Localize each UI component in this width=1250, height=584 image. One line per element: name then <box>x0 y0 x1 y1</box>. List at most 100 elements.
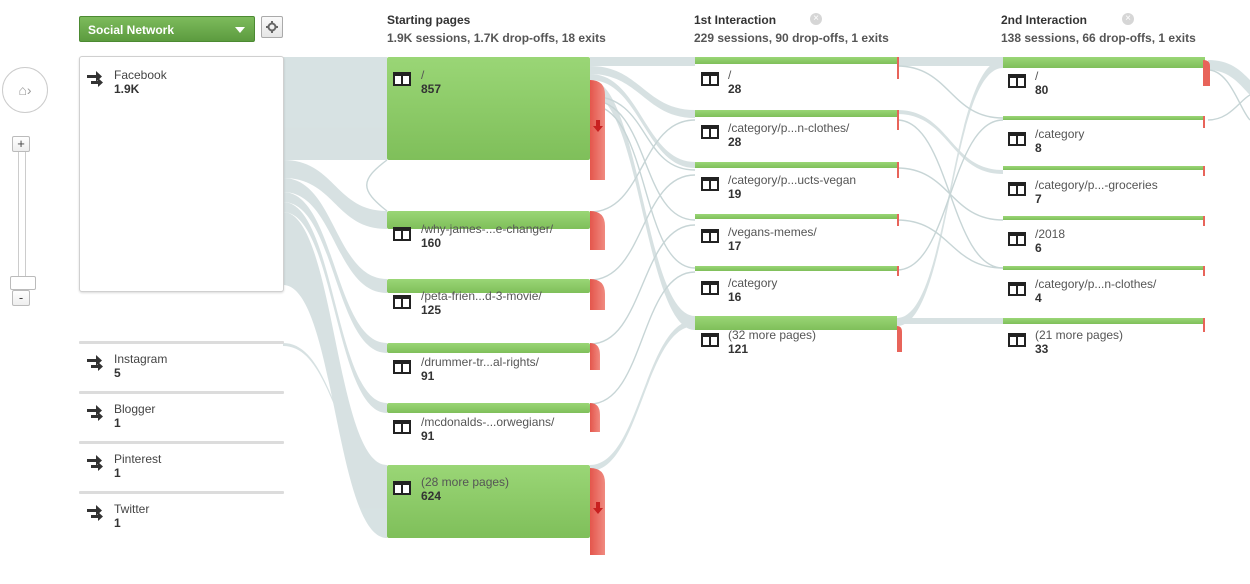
source-label[interactable]: Twitter <box>114 502 150 516</box>
page-count: 4 <box>1035 291 1042 305</box>
flow-ribbon <box>283 160 387 229</box>
page-label: (28 more pages) <box>421 475 510 489</box>
flow-ribbon <box>283 343 387 468</box>
flow-thread <box>896 65 1004 119</box>
first-node-5[interactable] <box>701 281 719 300</box>
dropoff-bar <box>590 403 600 432</box>
page-layout-icon <box>393 295 411 309</box>
source-bar <box>79 391 284 394</box>
start-node-bar <box>387 57 590 160</box>
page-layout-icon <box>1008 282 1026 296</box>
page-layout-icon <box>1008 232 1026 246</box>
interaction-node-bar <box>1003 266 1205 270</box>
zoom-slider-track[interactable] <box>18 150 26 282</box>
page-label: /category/p...n-clothes/ <box>728 121 850 135</box>
page-layout-icon <box>701 333 719 347</box>
dimension-dropdown[interactable]: Social Network <box>79 16 255 42</box>
first-node-2[interactable] <box>701 125 719 144</box>
source-count: 1.9K <box>114 82 140 96</box>
home-button[interactable]: ⌂› <box>2 67 48 113</box>
page-layout-icon <box>701 125 719 139</box>
flow-ribbon <box>1208 60 1250 95</box>
start-node-bar <box>387 211 590 229</box>
remove-column-icon[interactable]: × <box>810 13 822 25</box>
interaction-node-bar <box>1003 318 1205 324</box>
zoom-in-button[interactable]: + <box>12 136 30 152</box>
flow-ribbon <box>590 320 695 471</box>
second-node-5[interactable] <box>1008 282 1026 301</box>
start-node-3[interactable] <box>393 295 411 314</box>
column-title-first-interaction: 1st Interaction <box>694 13 777 27</box>
interaction-node-bar <box>1003 57 1205 68</box>
second-node-6[interactable] <box>1008 333 1026 352</box>
page-count: 17 <box>728 239 742 253</box>
page-count: 857 <box>421 82 442 96</box>
page-count: 33 <box>1035 342 1049 356</box>
page-label: (32 more pages) <box>728 328 817 342</box>
page-label: /category/p...-groceries <box>1035 178 1158 192</box>
source-bar <box>79 491 284 494</box>
arrows-icon <box>87 405 103 421</box>
second-node-2[interactable] <box>1008 132 1026 151</box>
flow-thread <box>589 95 696 171</box>
interaction-node-bar <box>695 162 897 168</box>
source-label[interactable]: Blogger <box>114 402 156 416</box>
source-count: 1 <box>114 416 121 430</box>
page-count: 16 <box>728 290 742 304</box>
start-node-4[interactable] <box>393 360 411 379</box>
flow-ribbon <box>897 110 1003 174</box>
flow-thread <box>589 271 696 405</box>
flow-ribbon <box>897 318 1003 324</box>
flow-ribbon <box>283 178 387 293</box>
settings-button[interactable] <box>261 16 283 38</box>
source-label[interactable]: Instagram <box>114 352 168 366</box>
start-node-1[interactable] <box>393 72 411 91</box>
start-node-bar <box>387 279 590 293</box>
page-label: /category/p...ucts-vegan <box>728 173 857 187</box>
column-subtitle-second-interaction: 138 sessions, 66 drop-offs, 1 exits <box>1001 31 1196 45</box>
flow-ribbon <box>283 212 387 538</box>
page-count: 8 <box>1035 141 1042 155</box>
page-label: /vegans-memes/ <box>728 225 817 239</box>
interaction-node-bar <box>695 110 897 117</box>
page-label: / <box>728 68 732 82</box>
page-label: /2018 <box>1035 227 1066 241</box>
interaction-node-bar <box>695 316 897 330</box>
flow-thread <box>589 104 696 269</box>
source-count: 1 <box>114 466 121 480</box>
source-node-facebook[interactable] <box>79 56 284 292</box>
flow-thread <box>896 119 1004 269</box>
dropoff-bar <box>590 279 605 310</box>
zoom-out-button[interactable]: - <box>12 290 30 306</box>
start-node-2[interactable] <box>393 227 411 246</box>
first-node-6[interactable] <box>701 333 719 352</box>
start-node-6[interactable] <box>393 481 411 500</box>
page-layout-icon <box>1008 132 1026 146</box>
page-count: 80 <box>1035 83 1049 97</box>
source-bar <box>79 441 284 444</box>
start-node-5[interactable] <box>393 420 411 439</box>
zoom-slider-handle[interactable] <box>10 276 36 290</box>
page-layout-icon <box>701 177 719 191</box>
page-label: /drummer-tr...al-rights/ <box>421 355 540 369</box>
first-node-1[interactable] <box>701 72 719 91</box>
flow-thread <box>589 224 696 345</box>
second-node-1[interactable] <box>1008 74 1026 93</box>
page-label: /why-james-...e-changer/ <box>421 222 554 236</box>
source-count: 5 <box>114 366 121 380</box>
chevron-down-icon <box>235 27 245 33</box>
source-label[interactable]: Pinterest <box>114 452 162 466</box>
first-node-3[interactable] <box>701 177 719 196</box>
interaction-node-bar <box>1003 216 1205 220</box>
second-node-3[interactable] <box>1008 182 1026 201</box>
page-count: 91 <box>421 429 435 443</box>
page-layout-icon <box>701 281 719 295</box>
second-node-4[interactable] <box>1008 232 1026 251</box>
page-label: /category/p...n-clothes/ <box>1035 277 1157 291</box>
remove-column-icon[interactable]: × <box>1122 13 1134 25</box>
page-count: 624 <box>421 489 442 503</box>
page-label: (21 more pages) <box>1035 328 1124 342</box>
first-node-4[interactable] <box>701 229 719 248</box>
column-subtitle-first-interaction: 229 sessions, 90 drop-offs, 1 exits <box>694 31 889 45</box>
page-count: 28 <box>728 82 742 96</box>
